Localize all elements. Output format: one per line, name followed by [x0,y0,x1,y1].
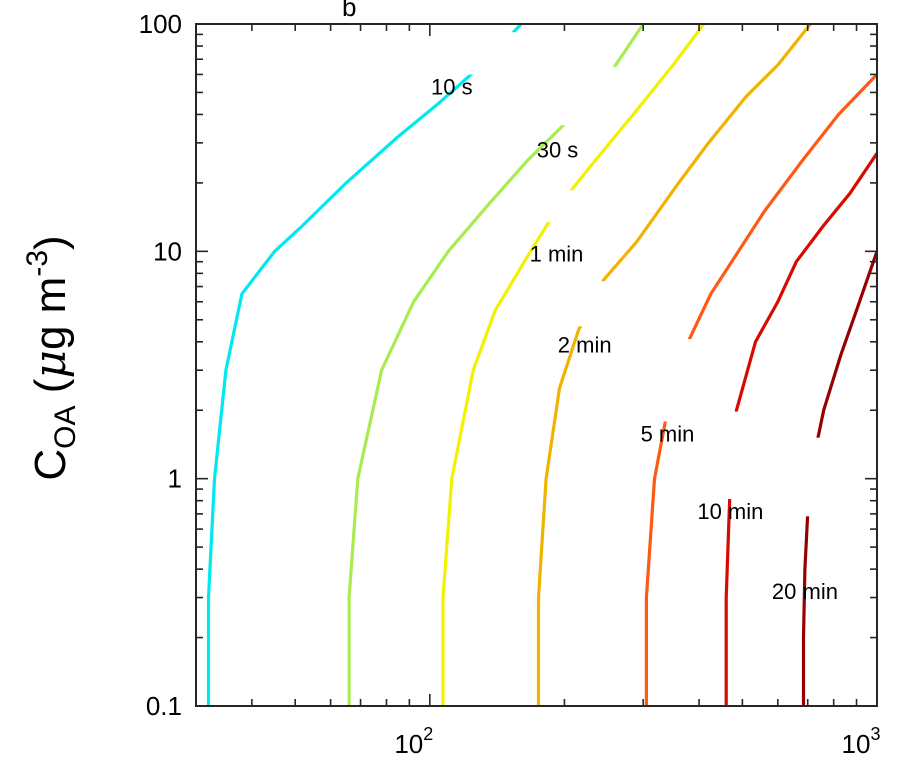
ylabel-close: ) [26,235,75,250]
contour-line-3 [536,24,812,706]
y-tick-label-3: 100 [139,9,182,39]
ylabel-unit: g m [26,277,75,350]
y-tick-label-1: 1 [168,464,182,494]
contour-line-4 [644,73,877,706]
ylabel-open: ( [26,378,75,405]
ylabel-base: C [26,449,75,481]
ylabel-sub: OA [49,406,82,449]
plot-area: 10 s 30 s 1 min 2 min 5 min 10 min 20 min 0.1 1 1… [139,9,881,759]
y-tick-label-2: 10 [153,236,182,266]
ylabel-sup: -3 [21,250,54,277]
contour-label-0: 10 s [431,75,473,100]
y-tick-label-0: 0.1 [146,691,182,721]
contour-label-1: 30 s [537,138,579,163]
stray-top-letter: b [342,0,356,22]
x-tick-label-1: 103 [842,724,881,759]
x-tick-label-0: 102 [394,724,433,759]
contour-line-2 [441,24,706,706]
contour-line-1 [347,24,645,706]
contour-lines [206,24,877,706]
svg-text:COA (μg m-3): COA (μg m-3) [21,235,82,480]
contour-label-2: 1 min [530,241,584,266]
contour-line-6 [801,250,877,706]
contour-label-4: 5 min [641,422,695,447]
contour-label-3: 2 min [558,332,612,357]
contour-label-5: 10 min [697,499,763,524]
ylabel-mu: μ [25,350,76,379]
contour-line-5 [724,152,877,706]
axes-frame [195,23,878,707]
y-axis-title: COA (μg m-3) [21,235,82,480]
contour-line-0 [206,24,523,706]
contour-label-6: 20 min [772,579,838,604]
